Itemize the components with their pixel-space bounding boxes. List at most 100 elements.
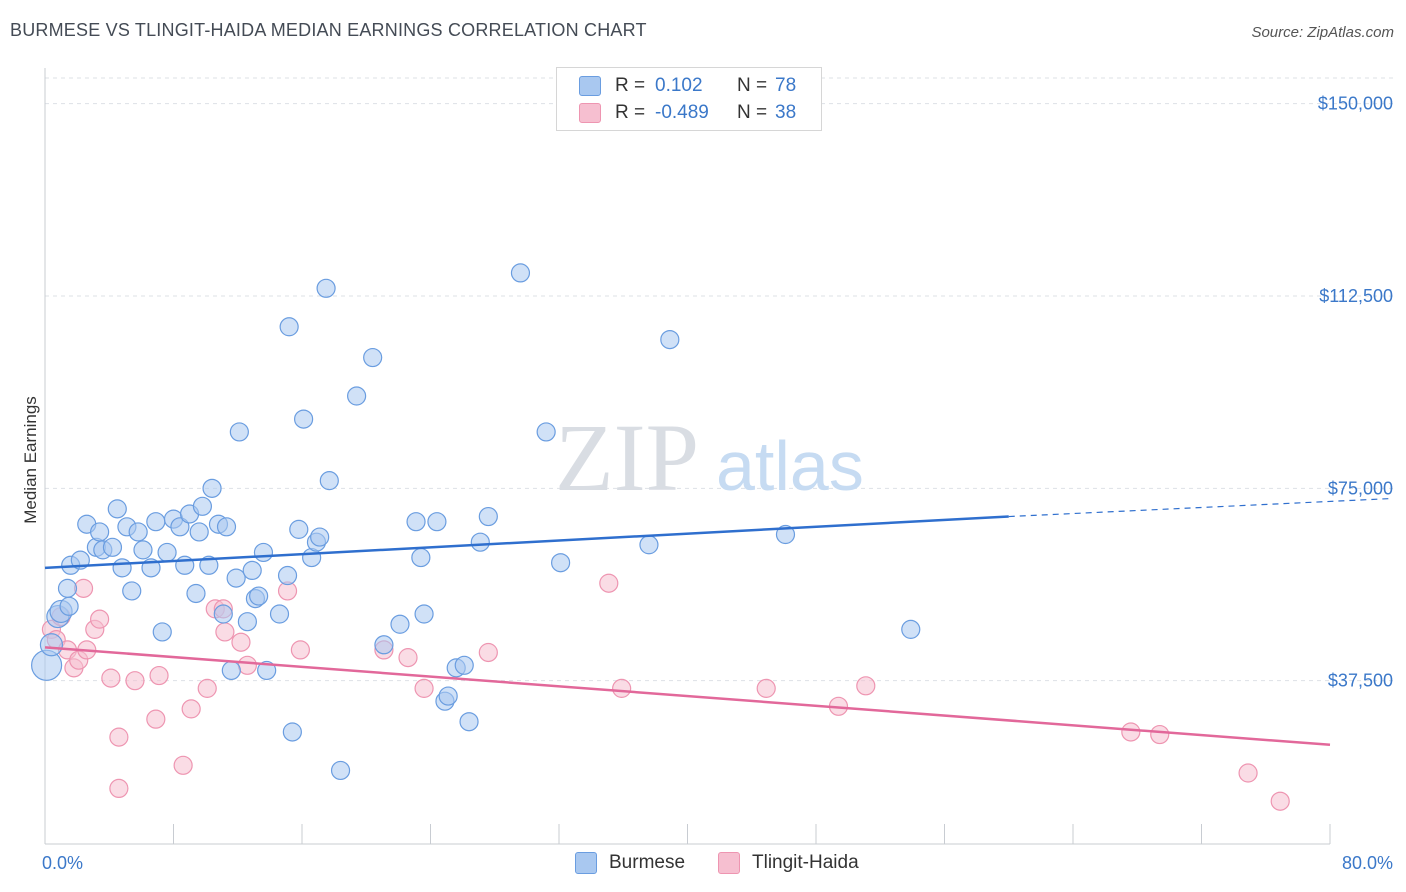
burmese-point xyxy=(294,409,314,429)
burmese-point xyxy=(277,565,298,586)
burmese-point xyxy=(289,519,309,539)
burmese-point xyxy=(57,578,78,598)
burmese-point xyxy=(107,499,127,519)
y-tick-label: $112,500 xyxy=(1319,286,1393,306)
burmese-point xyxy=(319,471,339,491)
y-tick-label: $37,500 xyxy=(1328,671,1393,691)
burmese-point xyxy=(216,517,237,537)
y-axis-label: Median Earnings xyxy=(21,396,40,524)
y-tick-label: $75,000 xyxy=(1328,478,1393,498)
burmese-point xyxy=(226,568,246,588)
burmese-point xyxy=(186,583,206,604)
watermark: ZIP atlas xyxy=(555,404,864,511)
burmese-point xyxy=(112,558,132,578)
tlingit-haida-point xyxy=(1150,724,1170,745)
burmese-point xyxy=(316,278,336,298)
tlingit-haida-point xyxy=(215,622,235,642)
tlingit-haida-trend-line xyxy=(44,646,1331,747)
burmese-point xyxy=(551,553,571,573)
legend-r-label: R = xyxy=(615,102,646,123)
burmese-point xyxy=(427,512,447,532)
legend-n-value: 38 xyxy=(775,102,797,123)
legend-r-label: R = xyxy=(615,75,646,96)
burmese-point xyxy=(510,263,531,283)
burmese-point xyxy=(229,422,249,442)
watermark-zip: ZIP xyxy=(555,404,699,511)
burmese-point xyxy=(414,604,434,624)
series-legend: Burmese Tlingit-Haida xyxy=(0,852,1406,878)
trend-lines xyxy=(44,497,1391,747)
burmese-point xyxy=(59,596,79,616)
tlingit-haida-point xyxy=(109,778,129,799)
legend-item-burmese: Burmese xyxy=(575,852,685,874)
tlingit-haida-point xyxy=(149,665,169,686)
burmese-point xyxy=(536,422,556,442)
tlingit-haida-point xyxy=(73,578,94,598)
legend-row-burmese: R = 0.102 N = 78 xyxy=(579,74,796,98)
y-tick-label: $150,000 xyxy=(1318,94,1393,114)
legend-n-label: N = xyxy=(737,75,768,96)
burmese-points xyxy=(31,263,921,781)
burmese-point xyxy=(253,542,274,563)
burmese-point xyxy=(157,542,177,563)
legend-label-burmese: Burmese xyxy=(609,852,686,873)
tick-labels: $37,500 $75,000 $112,500 $150,000 0.0% 80.0% xyxy=(42,94,1393,873)
burmese-point xyxy=(454,655,474,675)
tlingit-haida-swatch xyxy=(579,103,601,123)
burmese-point xyxy=(133,540,153,560)
grid-lines xyxy=(45,77,1395,682)
watermark-atlas: atlas xyxy=(716,427,864,505)
axes xyxy=(44,68,1331,845)
tlingit-haida-point xyxy=(231,632,251,652)
burmese-point xyxy=(257,660,277,681)
burmese-legend-swatch xyxy=(575,852,597,874)
tlingit-haida-point xyxy=(181,699,201,719)
tlingit-haida-legend-swatch xyxy=(718,852,740,874)
x-tick-label: 80.0% xyxy=(1342,853,1393,873)
tlingit-haida-point xyxy=(101,668,121,688)
burmese-point xyxy=(775,524,796,545)
chart-title: BURMESE VS TLINGIT-HAIDA MEDIAN EARNINGS… xyxy=(10,20,647,40)
burmese-point xyxy=(170,517,190,537)
burmese-point xyxy=(438,686,458,706)
x-tick-label: 0.0% xyxy=(42,853,83,873)
legend-row-tlingit-haida: R = -0.489 N = 38 xyxy=(579,101,796,125)
burmese-point xyxy=(221,660,241,681)
burmese-point xyxy=(478,506,498,527)
burmese-point xyxy=(660,329,680,350)
burmese-point xyxy=(411,547,431,568)
tlingit-haida-point xyxy=(109,727,129,747)
tlingit-haida-point xyxy=(290,640,310,660)
legend-label-tlingit-haida: Tlingit-Haida xyxy=(752,852,859,873)
burmese-point xyxy=(146,512,166,532)
burmese-point xyxy=(90,522,110,542)
tlingit-haida-point xyxy=(414,678,434,698)
tlingit-haida-point xyxy=(237,655,257,675)
tlingit-haida-point xyxy=(756,678,776,698)
burmese-point xyxy=(192,496,213,516)
burmese-point xyxy=(459,712,479,732)
tlingit-haida-point xyxy=(197,678,217,698)
burmese-point xyxy=(152,622,172,642)
chart-source: Source: ZipAtlas.com xyxy=(1251,24,1394,41)
burmese-point xyxy=(213,604,233,624)
tlingit-haida-point xyxy=(146,709,166,729)
legend-r-value: 0.102 xyxy=(655,75,703,96)
burmese-point xyxy=(639,535,659,555)
tlingit-haida-point xyxy=(478,642,498,663)
legend-n-label: N = xyxy=(737,102,768,123)
burmese-point xyxy=(279,317,299,337)
burmese-point xyxy=(102,537,123,557)
burmese-point xyxy=(122,581,142,601)
burmese-point xyxy=(363,347,383,368)
burmese-point xyxy=(390,614,410,634)
burmese-trend-line xyxy=(44,515,1009,570)
burmese-point xyxy=(237,612,257,632)
tlingit-haida-point xyxy=(612,678,632,698)
burmese-point xyxy=(310,527,330,547)
tlingit-haida-point xyxy=(1270,791,1290,811)
tlingit-haida-point xyxy=(599,573,619,593)
correlation-legend: R = 0.102 N = 78 R = -0.489 N = 38 xyxy=(556,67,822,131)
burmese-point xyxy=(242,560,262,581)
